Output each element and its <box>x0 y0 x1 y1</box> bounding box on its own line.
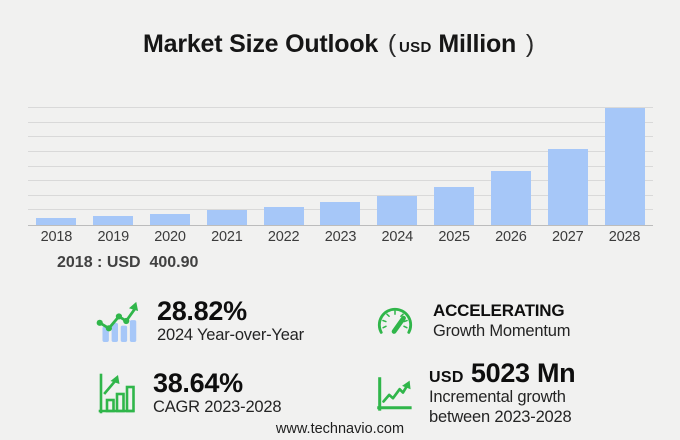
bar-slot-2020 <box>142 108 199 225</box>
x-axis-label-2027: 2027 <box>551 229 584 245</box>
stat-momentum-label: Growth Momentum <box>433 321 571 340</box>
gridline <box>28 165 653 167</box>
bar-slot-2027 <box>539 108 596 225</box>
stat-cagr: 38.64% CAGR 2023-2028 <box>0 359 340 428</box>
title-close-paren: ) <box>525 30 534 58</box>
website-url: www.technavio.com <box>275 421 405 437</box>
bar-slot-2018 <box>28 108 85 225</box>
title-currency: USD <box>399 39 432 56</box>
gridline <box>28 121 653 123</box>
x-axis-labels: 2018 2019 2020 2021 2022 2023 2024 2025 2026 2027… <box>28 229 653 245</box>
x-axis-label-2023: 2023 <box>324 229 357 245</box>
line-chart-axis-icon <box>374 371 412 415</box>
stat-incremental-label-line1: Incremental growth <box>429 388 566 407</box>
stat-yoy-label: 2024 Year-over-Year <box>157 326 304 345</box>
bar-slot-2022 <box>255 108 312 225</box>
bar-line-growth-icon <box>96 300 140 342</box>
stat-cagr-value: 38.64% <box>153 368 243 399</box>
stat-incremental-amount: 5023 Mn <box>470 358 576 388</box>
bar-slot-2026 <box>483 108 540 225</box>
gridline <box>28 194 653 196</box>
bar-2019 <box>93 215 134 225</box>
bar-slot-2028 <box>596 108 653 225</box>
x-axis-label-2021: 2021 <box>211 229 243 245</box>
gridline <box>28 150 653 152</box>
x-axis-label-2028: 2028 <box>608 229 641 245</box>
bar-2022 <box>263 206 304 225</box>
stat-incremental-value: USD 5023 Mn <box>429 358 576 388</box>
x-axis-label-2020: 2020 <box>154 229 186 245</box>
title-unit: Million <box>438 30 517 58</box>
bar-2020 <box>150 213 191 225</box>
bar-2021 <box>206 210 247 225</box>
bar-chart-arrow-icon <box>96 371 136 415</box>
bar-chart-plot-area <box>28 107 653 226</box>
gauge-icon <box>374 302 416 340</box>
bar-2028 <box>604 108 645 225</box>
stat-yoy-growth: 28.82% 2024 Year-over-Year <box>0 283 340 359</box>
stat-growth-momentum: ACCELERATING Growth Momentum <box>340 283 680 359</box>
stat-incremental-currency: USD <box>429 369 464 386</box>
bar-slot-2019 <box>85 108 142 225</box>
bar-2027 <box>547 148 588 225</box>
title-open-paren: ( <box>387 30 397 58</box>
gridline <box>28 107 653 108</box>
bar-series <box>28 108 653 225</box>
bar-2023 <box>320 202 361 225</box>
bar-slot-2025 <box>426 108 483 225</box>
x-axis-label-2018: 2018 <box>40 229 73 245</box>
x-axis-label-2022: 2022 <box>267 229 300 245</box>
stat-incremental-growth: USD 5023 Mn Incremental growth between 2… <box>340 359 680 428</box>
x-axis-label-2019: 2019 <box>97 229 129 245</box>
stat-momentum-value: ACCELERATING <box>433 300 565 320</box>
bar-2018 <box>36 217 77 225</box>
bar-slot-2023 <box>312 108 369 225</box>
bar-2025 <box>434 186 475 225</box>
base-year-value-annotation: 2018 : USD 400.90 <box>57 254 199 271</box>
stat-incremental-label-line2: between 2023-2028 <box>429 408 572 427</box>
bar-2024 <box>377 195 418 225</box>
page-title: Market Size Outlook (USD Million ) <box>0 30 680 59</box>
x-axis-label-2026: 2026 <box>495 229 527 245</box>
bar-2026 <box>490 171 531 225</box>
x-axis-label-2025: 2025 <box>438 229 470 245</box>
stat-yoy-value: 28.82% <box>157 295 247 326</box>
title-text: Market Size Outlook <box>142 30 379 58</box>
stat-cagr-label: CAGR 2023-2028 <box>153 398 282 417</box>
key-stats-grid: 28.82% 2024 Year-over-Year <box>0 283 680 428</box>
gridline <box>28 136 653 138</box>
x-axis-label-2024: 2024 <box>381 229 414 245</box>
bar-slot-2021 <box>198 108 255 225</box>
bar-slot-2024 <box>369 108 426 225</box>
gridline <box>28 180 653 182</box>
